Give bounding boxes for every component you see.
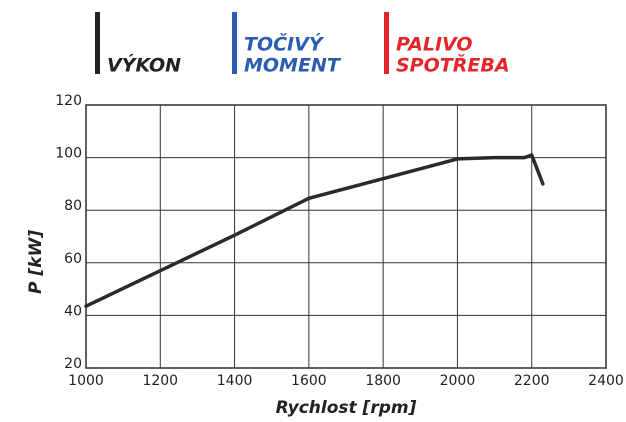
- legend-label: TOČIVÝ: [244, 32, 325, 56]
- x-tick-label: 1000: [68, 373, 104, 389]
- y-axis-label: P [kW]: [26, 230, 46, 294]
- legend-label: SPOTŘEBA: [396, 54, 510, 77]
- y-tick-label: 100: [55, 146, 82, 162]
- legend-label: VÝKON: [107, 54, 181, 77]
- x-axis-label: Rychlost [rpm]: [276, 398, 417, 418]
- legend-label: PALIVO: [396, 34, 473, 56]
- plot-frame: [85, 104, 607, 369]
- x-tick-label: 2200: [514, 373, 550, 389]
- data-line: [84, 153, 545, 308]
- legend-swatch: [95, 12, 100, 74]
- y-tick-label: 80: [64, 198, 82, 214]
- y-tick-label: 20: [64, 356, 82, 372]
- legend-swatch: [232, 12, 237, 74]
- x-tick-label: 1200: [142, 373, 178, 389]
- y-tick-label: 40: [64, 303, 82, 319]
- x-tick-label: 1400: [217, 373, 253, 389]
- x-tick-label: 2400: [588, 373, 624, 389]
- legend-label: MOMENT: [244, 55, 342, 77]
- x-tick-label: 1800: [365, 373, 401, 389]
- x-tick-label: 2000: [440, 373, 476, 389]
- x-tick-label: 1600: [291, 373, 327, 389]
- y-tick-label: 60: [64, 251, 82, 267]
- y-tick-label: 120: [55, 93, 82, 109]
- legend-swatch: [384, 12, 389, 74]
